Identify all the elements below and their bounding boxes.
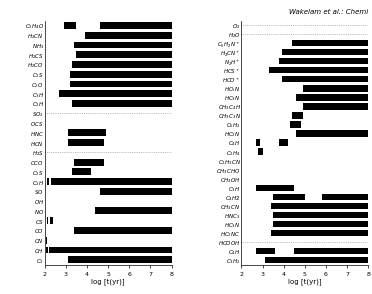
Bar [273, 212, 368, 218]
Bar [47, 178, 49, 185]
Bar [296, 94, 368, 101]
Bar [51, 178, 171, 185]
Bar [72, 100, 171, 107]
Bar [85, 32, 171, 39]
Bar [47, 217, 48, 224]
Bar [68, 129, 106, 136]
Bar [70, 71, 171, 78]
Bar [256, 139, 260, 146]
Bar [68, 139, 104, 146]
Bar [292, 112, 303, 119]
Text: Wakelam et al.: Chemi: Wakelam et al.: Chemi [289, 9, 368, 15]
Bar [282, 49, 368, 55]
Bar [290, 121, 301, 128]
Bar [68, 256, 171, 263]
Bar [76, 51, 171, 58]
Bar [100, 22, 171, 29]
Bar [74, 41, 171, 49]
Bar [279, 139, 288, 146]
Bar [296, 131, 368, 137]
Bar [256, 185, 294, 191]
Bar [271, 203, 368, 209]
Bar [49, 247, 171, 253]
Bar [72, 168, 91, 175]
Bar [273, 194, 305, 200]
Bar [264, 257, 368, 263]
Bar [46, 247, 48, 253]
Bar [279, 58, 368, 64]
Bar [100, 188, 171, 195]
Bar [303, 85, 368, 91]
Bar [50, 217, 53, 224]
Bar [74, 227, 171, 234]
Bar [64, 22, 76, 29]
Bar [303, 103, 368, 110]
Bar [271, 230, 368, 236]
Bar [60, 90, 171, 97]
Bar [273, 221, 368, 227]
Bar [74, 159, 104, 166]
Bar [269, 67, 368, 74]
Bar [282, 76, 368, 83]
Bar [294, 248, 368, 254]
Bar [46, 237, 47, 244]
X-axis label: log [t(yr)]: log [t(yr)] [288, 279, 322, 285]
Bar [322, 194, 368, 200]
Bar [72, 61, 171, 68]
Bar [95, 208, 171, 214]
Bar [292, 40, 368, 46]
Bar [256, 248, 275, 254]
X-axis label: log [t(yr)]: log [t(yr)] [91, 279, 125, 285]
Bar [258, 148, 263, 155]
Bar [70, 81, 171, 87]
